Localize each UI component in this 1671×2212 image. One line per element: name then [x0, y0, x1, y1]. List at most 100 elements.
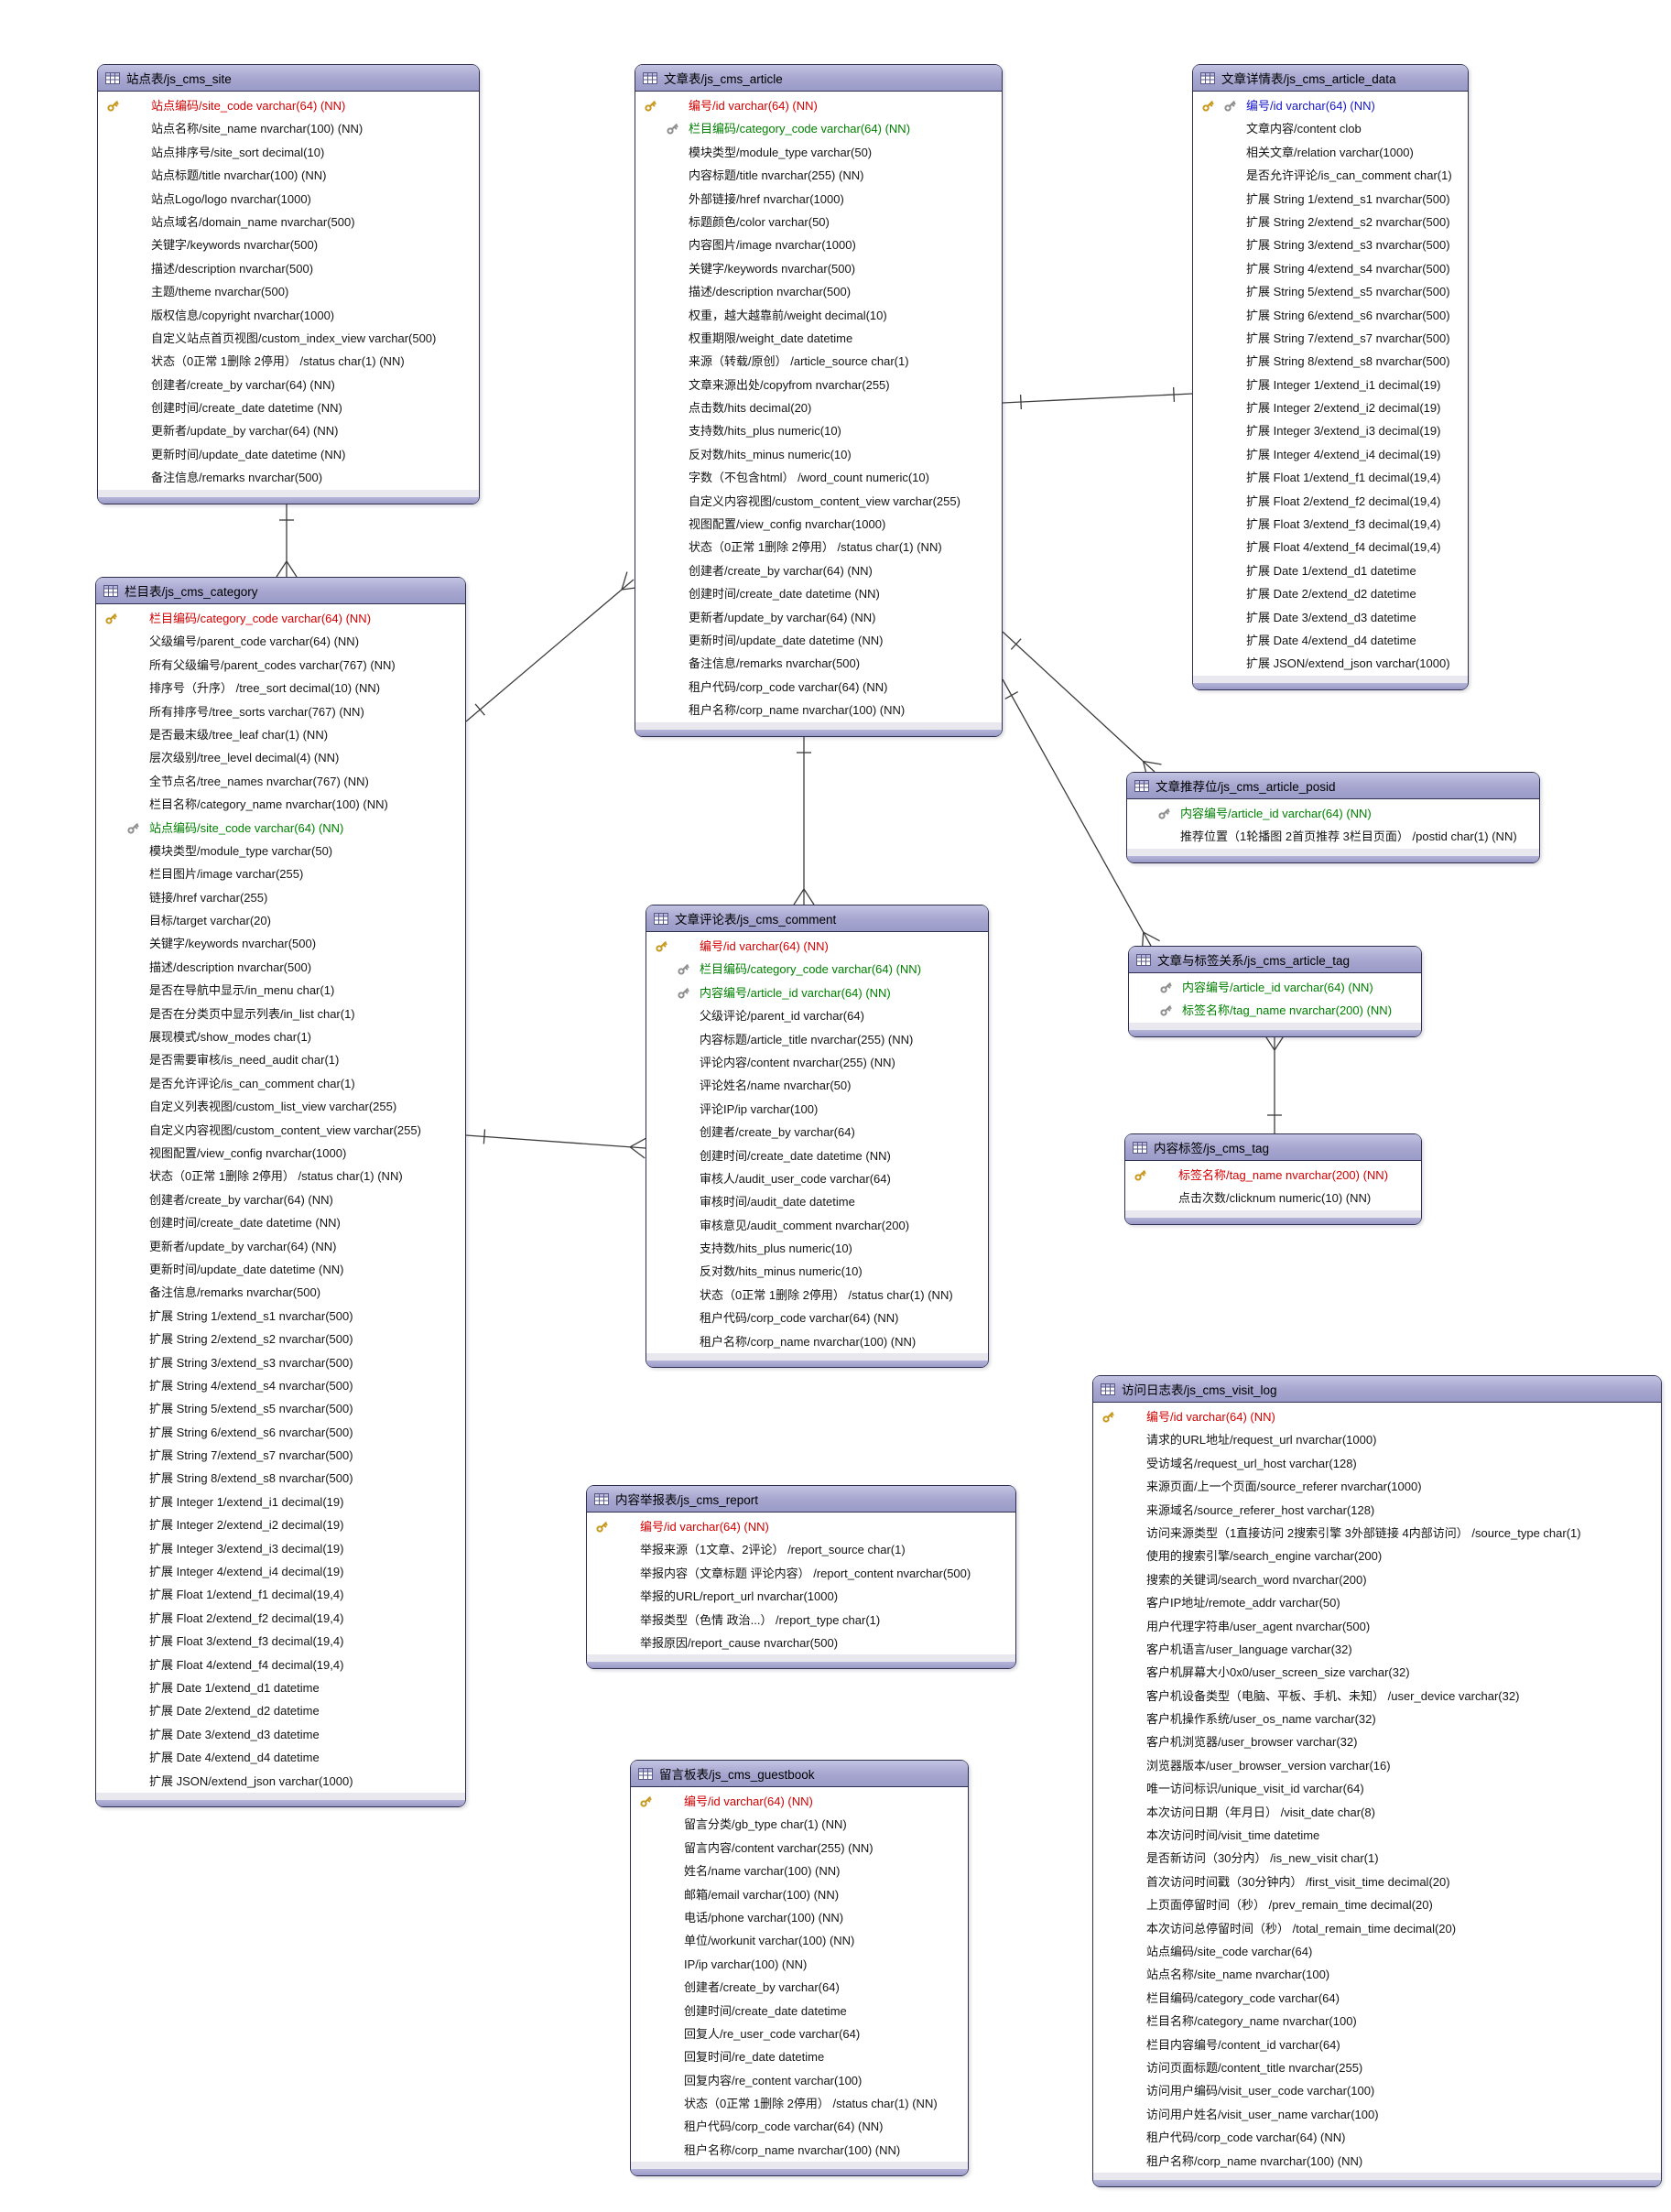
field-row[interactable]: 电话/phone varchar(100) (NN): [631, 1906, 968, 1929]
table-js_cms_article_tag[interactable]: 文章与标签关系/js_cms_article_tag 内容编号/article_i…: [1128, 946, 1422, 1037]
field-row[interactable]: 唯一访问标识/unique_visit_id varchar(64): [1093, 1777, 1661, 1800]
field-row[interactable]: 姓名/name varchar(100) (NN): [631, 1860, 968, 1882]
field-row[interactable]: 创建时间/create_date datetime (NN): [98, 396, 479, 419]
relationship-js_cms_category-js_cms_comment[interactable]: [465, 1129, 647, 1159]
field-row[interactable]: 推荐位置（1轮播图 2首页推荐 3栏目页面） /postid char(1) (…: [1127, 825, 1539, 848]
field-row[interactable]: 扩展 String 4/extend_s4 nvarchar(500): [96, 1374, 465, 1397]
relationship-js_cms_site-js_cms_category[interactable]: [276, 502, 298, 578]
field-row[interactable]: 栏目编码/category_code varchar(64) (NN): [96, 607, 465, 630]
field-row[interactable]: 扩展 String 2/extend_s2 nvarchar(500): [1193, 211, 1468, 233]
field-row[interactable]: 创建时间/create_date datetime: [631, 2000, 968, 2022]
field-row[interactable]: 站点排序号/site_sort decimal(10): [98, 141, 479, 164]
field-row[interactable]: 标题颜色/color varchar(50): [635, 211, 1002, 233]
field-row[interactable]: 更新者/update_by varchar(64) (NN): [96, 1235, 465, 1258]
field-row[interactable]: 创建者/create_by varchar(64) (NN): [96, 1188, 465, 1211]
field-row[interactable]: 扩展 String 4/extend_s4 nvarchar(500): [1193, 257, 1468, 280]
field-row[interactable]: 备注信息/remarks nvarchar(500): [635, 652, 1002, 675]
field-row[interactable]: 主题/theme nvarchar(500): [98, 280, 479, 303]
field-row[interactable]: 支持数/hits_plus numeric(10): [635, 419, 1002, 442]
field-row[interactable]: 上页面停留时间（秒） /prev_remain_time decimal(20): [1093, 1893, 1661, 1916]
field-row[interactable]: 内容编号/article_id varchar(64) (NN): [1127, 802, 1539, 825]
field-row[interactable]: 文章来源出处/copyfrom nvarchar(255): [635, 374, 1002, 396]
table-header[interactable]: 文章与标签关系/js_cms_article_tag: [1129, 947, 1421, 973]
field-row[interactable]: 状态（0正常 1删除 2停用） /status char(1) (NN): [631, 2092, 968, 2115]
table-header[interactable]: 文章推荐位/js_cms_article_posid: [1127, 773, 1539, 799]
field-row[interactable]: 目标/target varchar(20): [96, 909, 465, 932]
field-row[interactable]: 客户IP地址/remote_addr varchar(50): [1093, 1591, 1661, 1614]
field-row[interactable]: 是否允许评论/is_can_comment char(1): [1193, 164, 1468, 187]
field-row[interactable]: 编号/id varchar(64) (NN): [631, 1790, 968, 1813]
field-row[interactable]: 展现模式/show_modes char(1): [96, 1025, 465, 1048]
field-row[interactable]: 外部链接/href nvarchar(1000): [635, 188, 1002, 211]
table-js_cms_site[interactable]: 站点表/js_cms_site 站点编码/site_code varchar(64…: [97, 64, 480, 504]
field-row[interactable]: 扩展 Integer 2/extend_i2 decimal(19): [1193, 396, 1468, 419]
field-row[interactable]: 单位/workunit varchar(100) (NN): [631, 1929, 968, 1952]
field-row[interactable]: 创建者/create_by varchar(64) (NN): [98, 374, 479, 396]
field-row[interactable]: 是否允许评论/is_can_comment char(1): [96, 1072, 465, 1095]
table-header[interactable]: 内容标签/js_cms_tag: [1125, 1134, 1421, 1161]
field-row[interactable]: 站点编码/site_code varchar(64) (NN): [96, 817, 465, 840]
field-row[interactable]: 点击次数/clicknum numeric(10) (NN): [1125, 1187, 1421, 1209]
field-row[interactable]: 访问来源类型（1直接访问 2搜索引擎 3外部链接 4内部访问） /source_…: [1093, 1522, 1661, 1545]
field-row[interactable]: 栏目编码/category_code varchar(64) (NN): [635, 117, 1002, 140]
field-row[interactable]: 扩展 JSON/extend_json varchar(1000): [96, 1770, 465, 1793]
field-row[interactable]: 扩展 String 7/extend_s7 nvarchar(500): [1193, 327, 1468, 350]
table-header[interactable]: 站点表/js_cms_site: [98, 65, 479, 92]
field-row[interactable]: 举报原因/report_cause nvarchar(500): [587, 1632, 1015, 1654]
field-row[interactable]: 支持数/hits_plus numeric(10): [646, 1237, 988, 1260]
field-row[interactable]: 留言内容/content varchar(255) (NN): [631, 1837, 968, 1860]
field-row[interactable]: 用户代理字符串/user_agent nvarchar(500): [1093, 1615, 1661, 1638]
field-row[interactable]: 来源（转载/原创） /article_source char(1): [635, 350, 1002, 373]
field-row[interactable]: 来源页面/上一个页面/source_referer nvarchar(1000): [1093, 1475, 1661, 1498]
field-row[interactable]: 栏目名称/category_name nvarchar(100) (NN): [96, 793, 465, 816]
field-row[interactable]: 编号/id varchar(64) (NN): [635, 94, 1002, 117]
table-js_cms_guestbook[interactable]: 留言板表/js_cms_guestbook 编号/id varchar(64) (…: [630, 1760, 969, 2177]
table-header[interactable]: 访问日志表/js_cms_visit_log: [1093, 1376, 1661, 1403]
field-row[interactable]: 租户名称/corp_name nvarchar(100) (NN): [646, 1330, 988, 1353]
field-row[interactable]: 站点名称/site_name nvarchar(100): [1093, 1963, 1661, 1986]
table-js_cms_article_data[interactable]: 文章详情表/js_cms_article_data 编号/id varchar(6…: [1192, 64, 1469, 690]
field-row[interactable]: 扩展 Float 4/extend_f4 decimal(19,4): [1193, 536, 1468, 558]
field-row[interactable]: 访问页面标题/content_title nvarchar(255): [1093, 2056, 1661, 2079]
field-row[interactable]: 更新者/update_by varchar(64) (NN): [635, 606, 1002, 629]
field-row[interactable]: 回复内容/re_content varchar(100): [631, 2069, 968, 2092]
field-row[interactable]: 关键字/keywords nvarchar(500): [635, 257, 1002, 280]
field-row[interactable]: 自定义列表视图/custom_list_view varchar(255): [96, 1095, 465, 1118]
field-row[interactable]: 更新时间/update_date datetime (NN): [98, 443, 479, 466]
field-row[interactable]: 栏目图片/image varchar(255): [96, 862, 465, 885]
field-row[interactable]: 相关文章/relation varchar(1000): [1193, 141, 1468, 164]
field-row[interactable]: 本次访问总停留时间（秒） /total_remain_time decimal(…: [1093, 1917, 1661, 1940]
field-row[interactable]: 创建时间/create_date datetime (NN): [635, 582, 1002, 605]
field-row[interactable]: 浏览器版本/user_browser_version varchar(16): [1093, 1754, 1661, 1777]
field-row[interactable]: 状态（0正常 1删除 2停用） /status char(1) (NN): [98, 350, 479, 373]
field-row[interactable]: 创建时间/create_date datetime (NN): [96, 1211, 465, 1234]
field-row[interactable]: 编号/id varchar(64) (NN): [1193, 94, 1468, 117]
field-row[interactable]: 扩展 String 5/extend_s5 nvarchar(500): [96, 1397, 465, 1420]
field-row[interactable]: 扩展 Date 4/extend_d4 datetime: [1193, 629, 1468, 652]
field-row[interactable]: 视图配置/view_config nvarchar(1000): [635, 513, 1002, 536]
field-row[interactable]: 访问用户姓名/visit_user_name varchar(100): [1093, 2103, 1661, 2126]
field-row[interactable]: 扩展 String 1/extend_s1 nvarchar(500): [96, 1305, 465, 1328]
field-row[interactable]: 备注信息/remarks nvarchar(500): [98, 466, 479, 489]
field-row[interactable]: 父级编号/parent_code varchar(64) (NN): [96, 630, 465, 653]
field-row[interactable]: 邮箱/email varchar(100) (NN): [631, 1883, 968, 1906]
field-row[interactable]: 客户机浏览器/user_browser varchar(32): [1093, 1730, 1661, 1753]
field-row[interactable]: 内容编号/article_id varchar(64) (NN): [1129, 976, 1421, 999]
field-row[interactable]: 租户代码/corp_code varchar(64) (NN): [635, 676, 1002, 699]
field-row[interactable]: 更新时间/update_date datetime (NN): [96, 1258, 465, 1281]
table-header[interactable]: 文章详情表/js_cms_article_data: [1193, 65, 1468, 92]
field-row[interactable]: 扩展 Date 2/extend_d2 datetime: [1193, 582, 1468, 605]
field-row[interactable]: 站点域名/domain_name nvarchar(500): [98, 211, 479, 233]
field-row[interactable]: 租户名称/corp_name nvarchar(100) (NN): [635, 699, 1002, 721]
relationship-js_cms_tag-js_cms_article_tag[interactable]: [1264, 1034, 1286, 1133]
field-row[interactable]: 扩展 Integer 1/extend_i1 decimal(19): [1193, 374, 1468, 396]
field-row[interactable]: 站点名称/site_name nvarchar(100) (NN): [98, 117, 479, 140]
field-row[interactable]: 扩展 Float 3/extend_f3 decimal(19,4): [96, 1630, 465, 1653]
field-row[interactable]: 版权信息/copyright nvarchar(1000): [98, 304, 479, 327]
field-row[interactable]: 租户代码/corp_code varchar(64) (NN): [631, 2115, 968, 2138]
table-js_cms_article[interactable]: 文章表/js_cms_article 编号/id varchar(64) (NN)…: [635, 64, 1003, 737]
field-row[interactable]: 反对数/hits_minus numeric(10): [646, 1260, 988, 1283]
field-row[interactable]: 搜索的关键词/search_word nvarchar(200): [1093, 1568, 1661, 1591]
field-row[interactable]: 排序号（升序） /tree_sort decimal(10) (NN): [96, 677, 465, 699]
field-row[interactable]: 回复时间/re_date datetime: [631, 2045, 968, 2068]
